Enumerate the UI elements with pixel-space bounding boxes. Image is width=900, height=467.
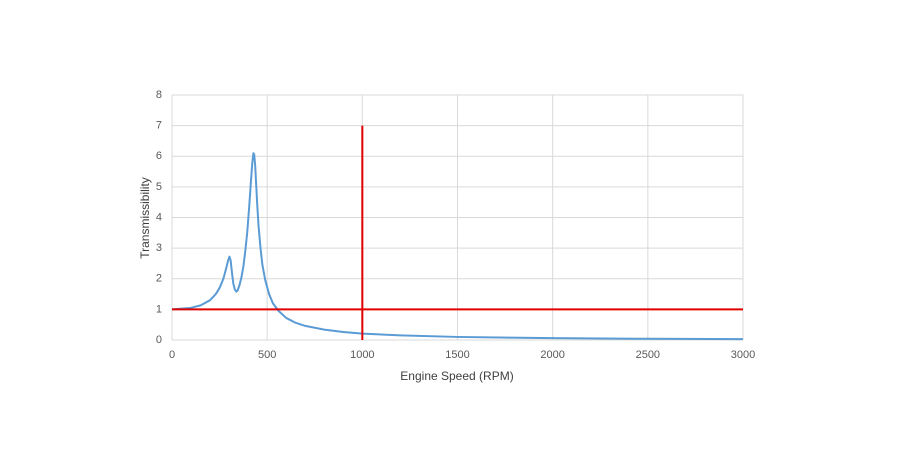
x-tick-label: 1000 bbox=[350, 349, 374, 361]
y-tick-label: 5 bbox=[156, 181, 162, 193]
x-tick-label: 0 bbox=[169, 349, 175, 361]
y-tick-label: 8 bbox=[156, 89, 162, 101]
y-tick-label: 7 bbox=[156, 120, 162, 132]
y-tick-label: 1 bbox=[156, 303, 162, 315]
x-tick-label: 2500 bbox=[636, 349, 660, 361]
x-tick-label: 500 bbox=[258, 349, 276, 361]
x-tick-label: 3000 bbox=[731, 349, 755, 361]
y-tick-label: 2 bbox=[156, 273, 162, 285]
x-axis-title: Engine Speed (RPM) bbox=[400, 369, 513, 383]
line-series bbox=[171, 152, 744, 341]
y-tick-label: 3 bbox=[156, 242, 162, 254]
x-tick-label: 2000 bbox=[540, 349, 564, 361]
y-tick-label: 0 bbox=[156, 334, 162, 346]
y-axis-title: Transmissibility bbox=[138, 177, 152, 259]
y-tick-label: 6 bbox=[156, 150, 162, 162]
x-tick-label: 1500 bbox=[445, 349, 469, 361]
y-tick-label: 4 bbox=[156, 211, 162, 223]
